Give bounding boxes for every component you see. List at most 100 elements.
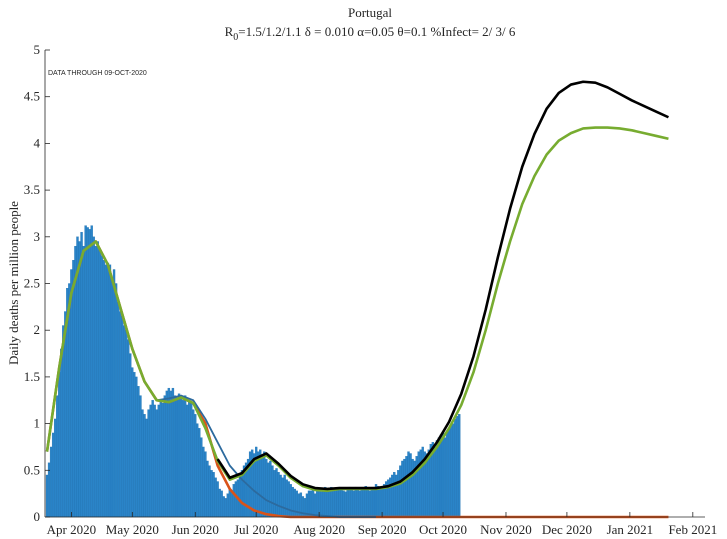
- bar: [118, 311, 122, 518]
- bar: [372, 486, 376, 518]
- y-tick-label: 4: [34, 135, 41, 150]
- y-tick-label: 4.5: [24, 89, 40, 104]
- bar: [277, 472, 280, 518]
- bar: [435, 440, 439, 518]
- bar: [200, 437, 203, 518]
- bar: [173, 395, 177, 518]
- subtitle-part: R: [225, 24, 234, 39]
- subtitle-subscript: 0: [233, 32, 238, 43]
- bar: [293, 488, 296, 518]
- bar: [307, 490, 311, 518]
- bar: [378, 488, 382, 518]
- bar: [114, 283, 118, 518]
- bar: [232, 484, 236, 518]
- bar: [214, 477, 217, 518]
- bar: [437, 437, 441, 518]
- bar: [445, 430, 449, 518]
- bar: [58, 372, 61, 518]
- bar: [228, 488, 231, 518]
- y-tick-label: 1.5: [24, 369, 40, 384]
- bar: [322, 488, 325, 518]
- x-tick-label: Feb 2021: [668, 522, 717, 537]
- bar: [47, 462, 51, 518]
- bar: [190, 402, 193, 518]
- bar: [131, 367, 134, 518]
- y-tick-label: 2.5: [24, 276, 40, 291]
- bar: [74, 245, 77, 518]
- bar: [188, 400, 191, 518]
- x-tick-label: Nov 2020: [480, 522, 532, 537]
- x-tick-label: Jan 2021: [607, 522, 654, 537]
- bar: [267, 462, 270, 518]
- bar: [240, 470, 244, 518]
- subtitle-part: =1.5/1.2/1.1 δ = 0.010 α=0.05 θ=0.1 %Inf…: [238, 24, 516, 39]
- bar: [202, 446, 205, 518]
- bar: [153, 404, 156, 518]
- bar: [407, 451, 410, 518]
- bar: [72, 259, 75, 518]
- bar: [102, 259, 106, 518]
- bar: [104, 264, 108, 518]
- bar: [230, 490, 233, 518]
- y-tick-label: 1: [34, 416, 41, 431]
- bar: [216, 481, 219, 518]
- bar: [139, 395, 142, 518]
- bar: [350, 488, 353, 518]
- bar: [433, 446, 437, 518]
- bar: [155, 409, 158, 518]
- bar: [326, 490, 329, 518]
- bar: [382, 484, 386, 518]
- bar: [368, 490, 372, 518]
- bar: [356, 488, 359, 518]
- y-tick-label: 2: [34, 322, 41, 337]
- bar: [297, 493, 301, 518]
- bar: [129, 353, 132, 518]
- bar: [417, 451, 420, 518]
- bar: [106, 262, 110, 518]
- bar: [226, 493, 229, 518]
- bar: [283, 474, 286, 518]
- chart-subtitle: R0=1.5/1.2/1.1 δ = 0.010 α=0.05 θ=0.1 %I…: [225, 24, 516, 43]
- bar: [449, 425, 453, 518]
- bar: [143, 414, 146, 518]
- bar: [78, 241, 81, 518]
- bar: [196, 423, 199, 518]
- bar: [163, 395, 166, 518]
- bar: [421, 446, 424, 518]
- bar: [175, 397, 179, 518]
- bar: [447, 428, 451, 518]
- bar: [51, 432, 55, 518]
- bar: [222, 496, 225, 518]
- bar: [127, 339, 130, 518]
- bar: [366, 488, 370, 518]
- bar: [92, 236, 95, 518]
- bar: [208, 465, 211, 518]
- bar: [285, 479, 288, 518]
- bar: [165, 390, 169, 518]
- bar: [401, 460, 404, 518]
- bar: [315, 490, 319, 518]
- bar: [334, 490, 337, 518]
- bar: [147, 409, 150, 518]
- chart-title: Portugal: [348, 5, 392, 20]
- fit-line: [216, 80, 669, 491]
- bar: [348, 486, 351, 518]
- bar: [169, 390, 173, 518]
- bar: [346, 488, 349, 518]
- bar: [358, 490, 361, 518]
- bar: [336, 488, 339, 518]
- bar: [194, 414, 197, 518]
- x-tick-label: Apr 2020: [47, 522, 96, 537]
- bar: [159, 400, 162, 518]
- bar: [456, 415, 459, 518]
- bar: [88, 229, 91, 518]
- bar: [177, 393, 181, 518]
- bar: [360, 488, 363, 518]
- bar: [149, 404, 152, 518]
- bar: [279, 474, 282, 518]
- bar: [354, 486, 357, 518]
- bar: [419, 449, 422, 518]
- bar: [179, 395, 183, 518]
- bar: [84, 225, 87, 518]
